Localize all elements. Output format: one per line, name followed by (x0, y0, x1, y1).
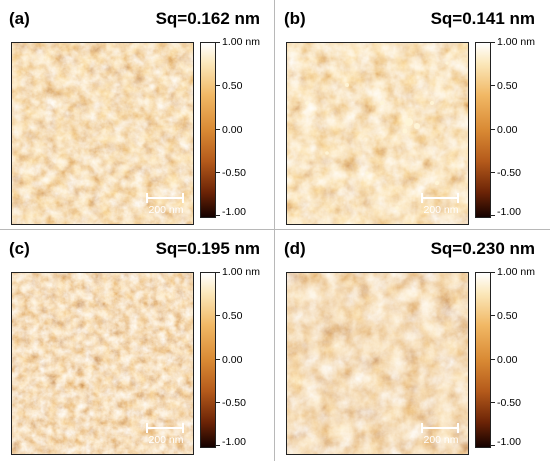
colorbar-label: 0.50 (222, 80, 243, 92)
afm-image: 200 nm (286, 42, 469, 225)
panel-b: (b) Sq=0.141 nm (275, 0, 549, 229)
colorbar-label: -0.50 (222, 397, 246, 409)
scale-bar-label: 200 nm (148, 434, 184, 446)
roughness-value: Sq=0.230 nm (430, 239, 535, 258)
colorbar-label: -1.00 (497, 206, 521, 218)
roughness-value: Sq=0.162 nm (155, 9, 260, 28)
roughness-value: Sq=0.195 nm (155, 239, 260, 258)
horizontal-divider (0, 229, 550, 230)
colorbar (200, 42, 216, 218)
colorbar-label: 1.00 nm (222, 36, 260, 48)
colorbar (200, 272, 216, 448)
colorbar-label: 0.00 (497, 124, 518, 136)
colorbar-label: -0.50 (497, 167, 521, 179)
afm-image: 200 nm (286, 272, 469, 455)
colorbar-label: 0.00 (497, 354, 518, 366)
panel-label: (d) (284, 239, 306, 258)
panel-a: (a) Sq=0.162 nm (0, 0, 274, 229)
afm-image: 200 nm (11, 42, 194, 225)
colorbar-label: 1.00 nm (497, 266, 535, 278)
panel-label: (b) (284, 9, 306, 28)
colorbar-label: -1.00 (497, 436, 521, 448)
colorbar (475, 42, 491, 218)
colorbar-label: 0.00 (222, 354, 243, 366)
colorbar (475, 272, 491, 448)
colorbar-label: 0.50 (497, 310, 518, 322)
colorbar-label: -0.50 (497, 397, 521, 409)
colorbar-label: 1.00 nm (222, 266, 260, 278)
scale-bar: 200 nm (421, 193, 459, 219)
panel-d: (d) Sq=0.230 nm (275, 230, 549, 459)
colorbar-label: 0.50 (222, 310, 243, 322)
panel-label: (c) (9, 239, 30, 258)
panel-c: (c) Sq=0.195 nm (0, 230, 274, 459)
colorbar-label: -0.50 (222, 167, 246, 179)
vertical-divider (274, 0, 275, 461)
colorbar-label: -1.00 (222, 436, 246, 448)
scale-bar-label: 200 nm (423, 434, 459, 446)
roughness-value: Sq=0.141 nm (430, 9, 535, 28)
panel-label: (a) (9, 9, 30, 28)
afm-image: 200 nm (11, 272, 194, 455)
scale-bar-label: 200 nm (148, 204, 184, 216)
scale-bar: 200 nm (146, 423, 184, 449)
scale-bar: 200 nm (146, 193, 184, 219)
colorbar-label: 1.00 nm (497, 36, 535, 48)
colorbar-label: 0.50 (497, 80, 518, 92)
colorbar-label: -1.00 (222, 206, 246, 218)
colorbar-label: 0.00 (222, 124, 243, 136)
scale-bar-label: 200 nm (423, 204, 459, 216)
scale-bar: 200 nm (421, 423, 459, 449)
